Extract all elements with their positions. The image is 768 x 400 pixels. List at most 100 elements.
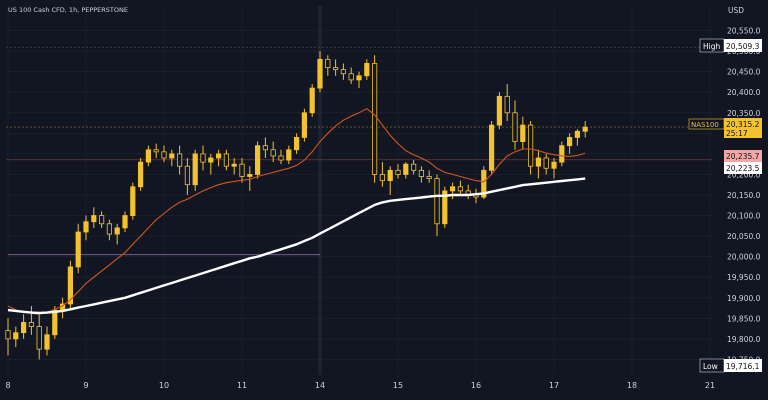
high-badge-value: 20,509.3 [726,42,760,51]
candle [387,166,393,195]
candle-body [83,221,89,233]
candle-body [481,169,487,198]
price-tick-label: 20,350.0 [727,109,761,118]
candle-body [254,145,261,175]
candle-body [286,149,292,161]
candle [231,158,237,175]
price-tick-label: 20,100.0 [727,212,761,221]
candle [247,166,253,191]
candle-body [278,155,284,161]
candle [91,207,97,228]
candle [332,59,339,76]
candle [122,211,128,232]
candle [449,182,456,200]
candle-body [122,215,128,229]
candle-body [247,174,253,177]
price-tick-label: 19,800.0 [727,335,761,344]
candle [145,145,151,167]
time-axis: 8 9 10 11 14 15 16 17 18 21 [5,381,715,390]
ma-fast-line [7,108,586,315]
candle [512,100,518,150]
candle [293,133,300,154]
candle-body [223,153,229,167]
candle-body [208,157,214,163]
time-tick-label: 10 [159,381,169,390]
candle-body [387,169,393,182]
high-badge: High 20,509.3 [699,38,762,53]
candle-body [75,231,81,268]
current-price-badge: NAS100 20,315.2 25:17 [688,118,762,138]
candle-body [52,309,58,336]
candle [20,314,27,339]
candle [551,158,557,179]
candle [67,260,73,311]
candle [13,326,19,348]
candle [325,55,331,76]
candle [418,166,425,183]
candle [44,326,50,356]
candle [457,180,464,195]
candle-body [67,266,73,305]
candle [395,164,401,179]
price-tick-label: 19,900.0 [727,294,761,303]
candle-body [145,149,151,163]
moving-averages [7,108,586,315]
price-tick-label: 20,050.0 [727,232,761,241]
ma-slow-badge: 20,223.5 [724,162,762,174]
candle-body [270,149,276,157]
candle-body [114,227,120,235]
symbol-badge-label: NAS100 [691,121,719,129]
candle-body [184,165,190,186]
candle-body [551,161,557,169]
candle [309,84,315,117]
candle-body [5,330,11,340]
candle [114,223,120,245]
symbol-title: US 100 Cash CFD, 1h, PEPPERSTONE [8,6,128,14]
candle-body [379,174,386,182]
price-tick-label: 20,150.0 [727,191,761,200]
candle [75,223,81,274]
candle-body [356,75,362,81]
candle-body [137,161,144,188]
candle [504,84,510,121]
candle-body [543,157,549,169]
candlesticks [5,51,588,360]
candle [137,158,144,191]
time-tick-label: 11 [237,381,247,390]
candle-body [13,332,19,340]
candle [348,67,354,84]
candle-body [340,69,347,75]
candle [169,149,175,167]
candle [208,153,214,175]
ma-fast-value: 20,235.7 [726,152,760,161]
candle-body [512,112,518,142]
candle [270,141,276,163]
candle [83,215,89,241]
candle-body [496,95,503,126]
candle-body [106,223,112,235]
candle [356,71,362,89]
price-tick-label: 20,000.0 [727,253,761,262]
candle [28,306,35,335]
candle-body [371,63,378,175]
candle [496,92,503,130]
candle-body [169,153,175,159]
candle-body [215,153,222,159]
low-badge-value: 19,716.1 [726,362,760,371]
time-tick-label: 18 [627,381,637,390]
candle-body [457,186,464,192]
price-tick-label: 20,550.0 [727,27,761,36]
time-tick-label: 8 [5,381,10,390]
candle [574,129,581,146]
candle-body [262,145,269,151]
candle-body [325,58,331,68]
candle-body [192,153,198,186]
candle-body [410,163,417,171]
candle-body [535,157,542,167]
time-tick-label: 16 [471,381,481,390]
candle-body [99,215,105,225]
ma-slow-value: 20,223.5 [726,164,760,173]
candle [520,116,526,150]
